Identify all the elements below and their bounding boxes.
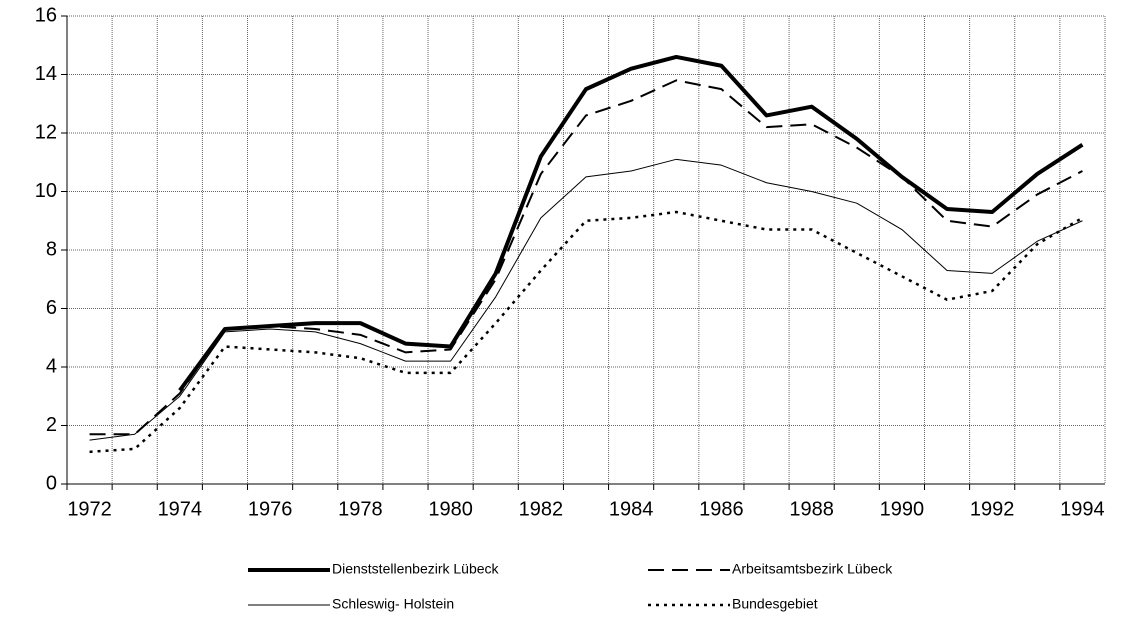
y-tick-label: 16 <box>35 4 57 26</box>
legend-label: Dienststellenbezirk Lübeck <box>332 561 500 577</box>
series-line <box>89 79 1083 436</box>
x-tick-label: 1988 <box>789 498 834 520</box>
x-tick-label: 1992 <box>970 498 1015 520</box>
y-tick-label: 2 <box>46 414 57 436</box>
legend-label: Bundesgebiet <box>732 596 818 612</box>
x-tick-label: 1976 <box>248 498 293 520</box>
x-tick-label: 1986 <box>699 498 744 520</box>
series-line <box>178 54 1084 392</box>
x-tick-label: 1994 <box>1060 498 1105 520</box>
x-tick-label: 1982 <box>519 498 564 520</box>
series-line <box>89 158 1083 441</box>
x-tick-label: 1984 <box>609 498 654 520</box>
x-tick-label: 1978 <box>338 498 383 520</box>
series-line <box>89 210 1084 454</box>
legend-label: Arbeitsamtsbezirk Lübeck <box>732 561 893 577</box>
x-tick-label: 1980 <box>428 498 473 520</box>
x-tick-label: 1990 <box>880 498 925 520</box>
legend-label: Schleswig- Holstein <box>332 596 454 612</box>
x-tick-label: 1974 <box>158 498 203 520</box>
y-tick-label: 10 <box>35 180 57 202</box>
y-tick-label: 12 <box>35 121 57 143</box>
x-tick-label: 1972 <box>67 498 112 520</box>
y-tick-label: 4 <box>46 355 57 377</box>
y-tick-label: 8 <box>46 238 57 260</box>
y-tick-label: 6 <box>46 297 57 319</box>
y-tick-label: 0 <box>46 472 57 494</box>
y-tick-label: 14 <box>35 63 57 85</box>
